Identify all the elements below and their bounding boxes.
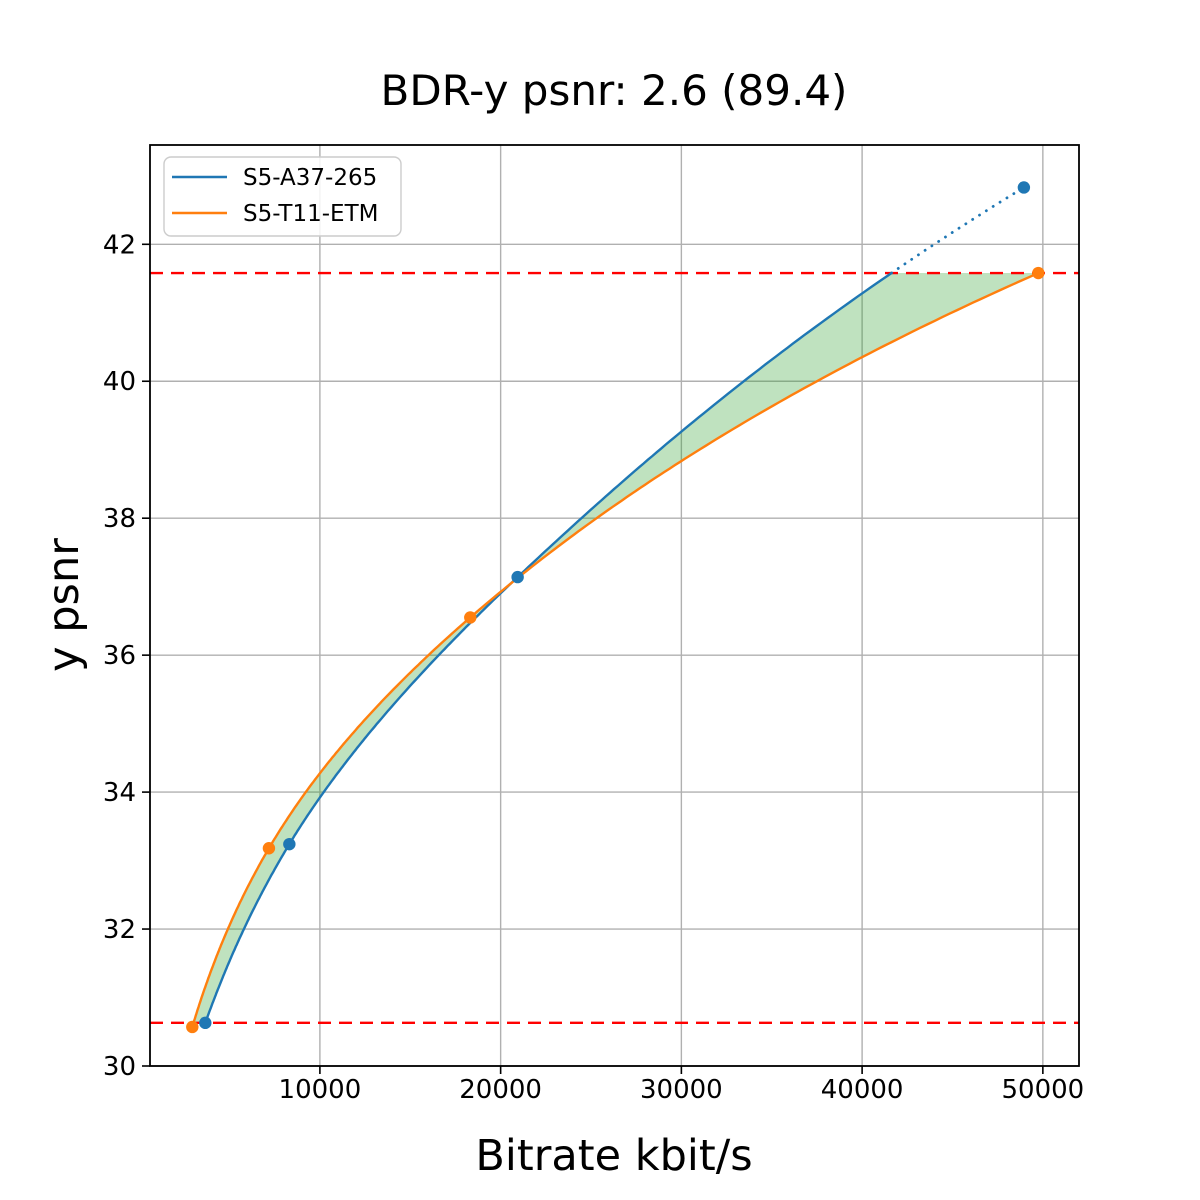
data-point: [511, 570, 524, 584]
plot-border: [149, 144, 1080, 1067]
y-tick-label: 30: [103, 1052, 136, 1082]
y-tick-label: 34: [103, 778, 136, 808]
x-tick-label: 40000: [821, 1075, 904, 1105]
legend-label-series-1: S5-T11-ETM: [243, 201, 378, 227]
legend: S5-A37-265 S5-T11-ETM: [163, 156, 402, 237]
y-tick-label: 40: [103, 367, 136, 397]
data-point: [464, 611, 477, 624]
curve-s5-a37-265: [204, 272, 893, 1024]
data-point: [1032, 266, 1045, 280]
plot-area: 10000 20000 30000 40000 50000 30 32 34 36 38 40 42: [103, 144, 1084, 1105]
y-tick-label: 42: [103, 230, 136, 260]
legend-label-series-0: S5-A37-265: [243, 165, 377, 191]
data-point: [1017, 181, 1031, 194]
y-axis-label: y psnr: [39, 538, 89, 672]
chart-title: BDR-y psnr: 2.6 (89.4): [381, 66, 848, 115]
y-tick-label: 32: [103, 915, 136, 945]
data-point: [199, 1016, 212, 1030]
x-tick-label: 50000: [1001, 1075, 1084, 1105]
x-axis-label: Bitrate kbit/s: [475, 1131, 752, 1181]
y-tick-label: 38: [103, 504, 136, 534]
y-tick-label: 36: [103, 641, 136, 671]
x-tick-label: 30000: [640, 1075, 723, 1105]
data-point: [186, 1020, 199, 1034]
curve-s5-t11-etm: [191, 271, 1039, 1028]
data-point: [262, 842, 276, 855]
curve-s5-a37-265-extrapolated: [890, 186, 1026, 275]
data-point: [283, 837, 296, 851]
x-tick-label: 20000: [459, 1075, 542, 1105]
x-tick-label: 10000: [279, 1075, 362, 1105]
